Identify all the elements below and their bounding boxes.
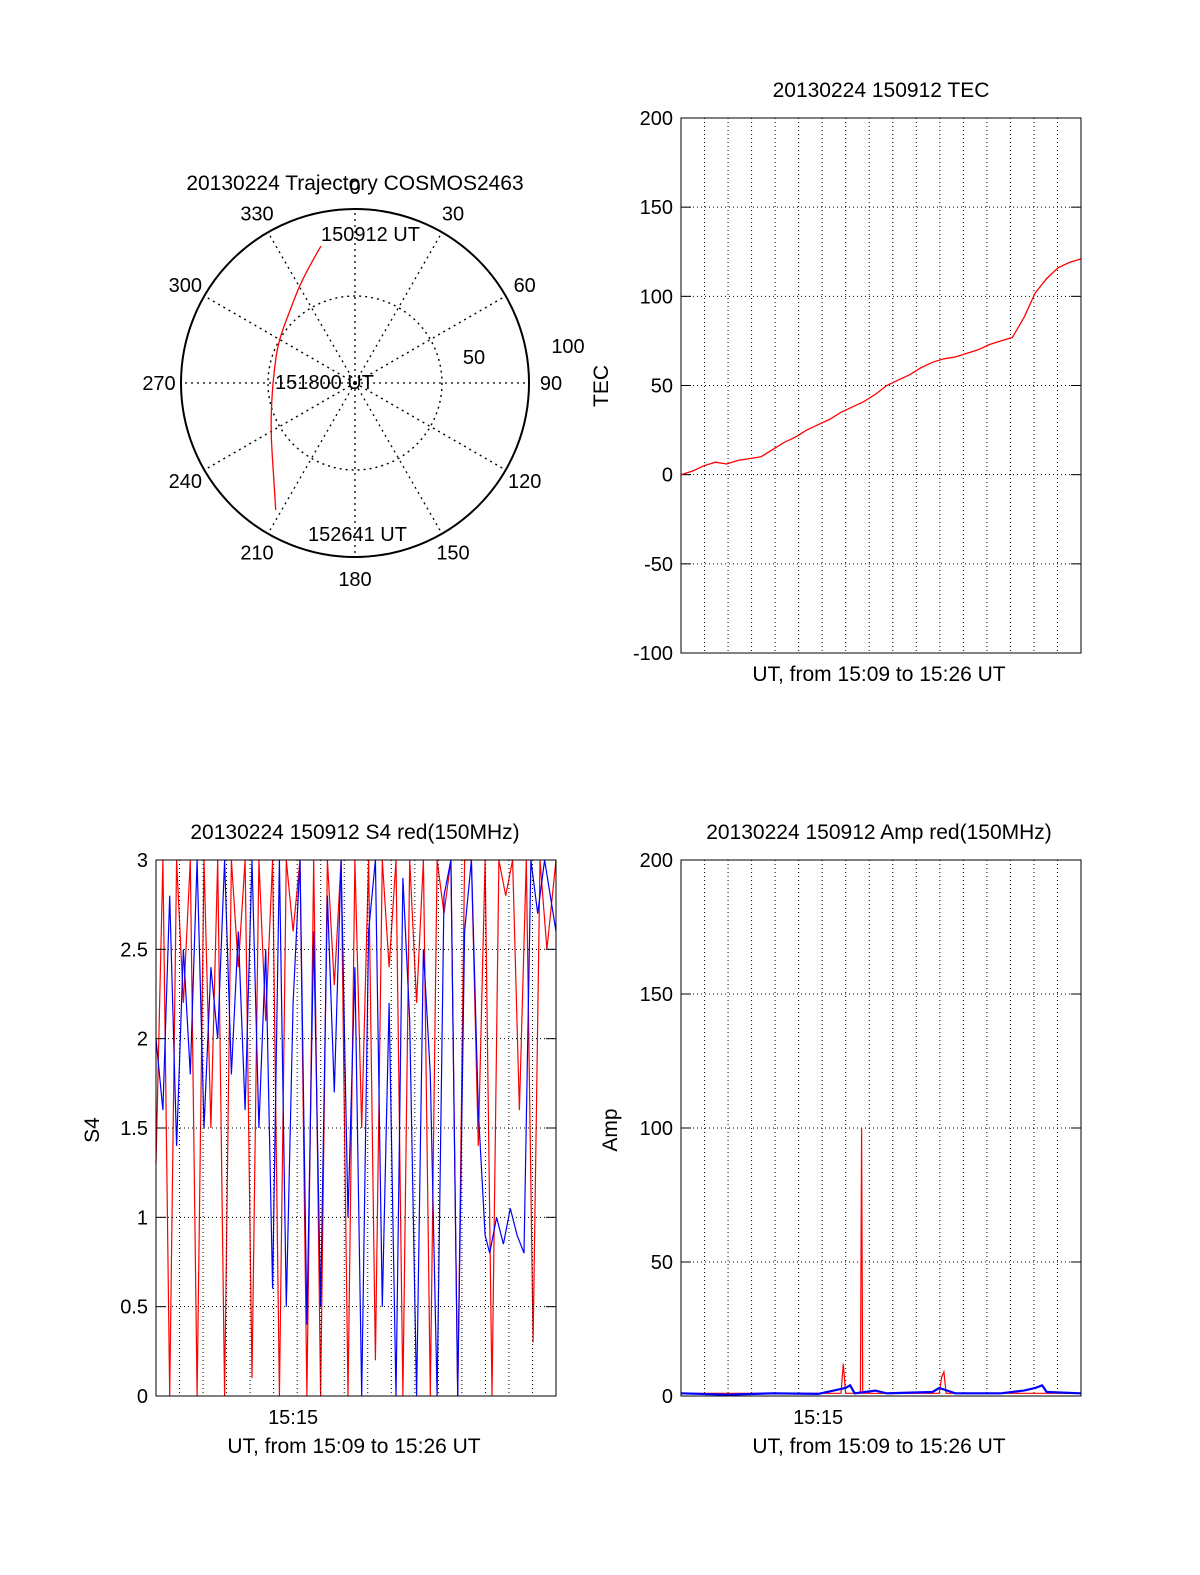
s4-ytick-label-3: 1.5 [120,1118,148,1140]
s4-x-tick-label: 15:15 [268,1407,318,1429]
polar-angle-label-330: 330 [240,203,273,225]
s4-ytick-label-6: 3 [137,850,148,872]
polar-grid-spoke-30 [354,231,443,384]
tec-title: 20130224 150912 TEC [773,79,990,102]
polar-angle-label-60: 60 [514,275,536,297]
amp-ytick-label-4: 200 [640,850,673,872]
tec-series-line [680,258,1082,476]
polar-grid-spoke-120 [354,382,507,471]
s4-title: 20130224 150912 S4 red(150MHz) [190,821,519,844]
amp-series [680,1127,1082,1396]
amp-y-label: Amp [599,1108,622,1151]
polar-outer-circle [180,208,530,558]
polar-grid-spoke-240 [203,382,356,471]
polar-grid-spoke-300 [203,295,356,384]
trajectory-start-label: 150912 UT [321,224,420,246]
s4-y-ticks: 0 0.5 1 1.5 2 2.5 3 [120,850,556,1408]
s4-ytick-label-2: 1 [137,1207,148,1229]
polar-angle-label-120: 120 [508,471,541,493]
polar-grid-circle-50 [267,295,443,471]
tec-ytick-label-2: 0 [662,465,673,487]
tec-y-label: TEC [590,365,613,407]
polar-angle-label-30: 30 [442,203,464,225]
amp-ytick-label-2: 100 [640,1118,673,1140]
tec-x-label: UT, from 15:09 to 15:26 UT [752,663,1005,686]
s4-ytick-label-4: 2 [137,1029,148,1051]
amp-ytick-label-1: 50 [651,1252,673,1274]
tec-ytick-label-6: 200 [640,108,673,130]
polar-grid-spoke-60 [354,295,507,384]
s4-grid [156,860,556,1396]
amp-series-line-blue [680,1383,1082,1396]
amp-series-line-red [681,1127,1081,1394]
s4-ytick-label-1: 0.5 [120,1297,148,1319]
tec-ytick-label-5: 150 [640,197,673,219]
polar-grid-spoke-150 [354,382,443,535]
amp-grid [681,860,1081,1396]
polar-title: 20130224 Trajectory COSMOS2463 [186,172,523,195]
polar-angle-label-210: 210 [240,543,273,565]
polar-angle-label-90: 90 [540,373,562,395]
amp-y-ticks: 0 50 100 150 200 [640,850,1081,1408]
s4-ytick-label-0: 0 [137,1386,148,1408]
polar-angle-label-180: 180 [338,569,371,591]
polar-angle-label-0: 0 [349,177,360,199]
trajectory-line [270,245,322,510]
tec-ytick-label-4: 100 [640,286,673,308]
s4-y-label: S4 [81,1117,104,1143]
s4-axes-frame [155,859,557,1397]
s4-ytick-label-5: 2.5 [120,939,148,961]
polar-angle-label-270: 270 [142,373,175,395]
polar-radial-tick-50: 50 [463,347,485,369]
tec-plot: 20130224 150912 TEC -100-50050100150200 … [590,79,1082,686]
polar-grid [181,209,529,557]
amp-x-tick-label: 15:15 [793,1407,843,1429]
tec-axes-frame [680,117,1082,654]
amp-ytick-label-0: 0 [662,1386,673,1408]
polar-angle-label-150: 150 [436,543,469,565]
polar-radial-tick-100: 100 [551,336,584,358]
s4-series-line-blue [155,859,557,1397]
amp-ytick-label-3: 150 [640,984,673,1006]
amp-plot: 20130224 150912 Amp red(150MHz) 0 50 100 15… [599,821,1082,1458]
trajectory-mid-label: 151800 UT [275,372,374,394]
amp-x-label: UT, from 15:09 to 15:26 UT [752,1435,1005,1458]
polar-angle-labels: 0 30 60 90 120 150 180 210 240 270 300 330 [142,177,562,591]
polar-angle-label-240: 240 [169,471,202,493]
s4-x-label: UT, from 15:09 to 15:26 UT [227,1435,480,1458]
polar-angle-label-300: 300 [169,275,202,297]
tec-ytick-label-3: 50 [651,376,673,398]
tec-y-ticks: -100 -50 0 50 100 150 200 [633,108,1081,665]
amp-title: 20130224 150912 Amp red(150MHz) [706,821,1052,844]
trajectory-polar-plot: 20130224 Trajectory COSMOS2463 0 30 60 90 12… [142,172,584,591]
tec-grid [681,118,1081,653]
tec-ytick-label-1: -50 [644,554,673,576]
amp-axes-frame [680,859,1082,1397]
polar-grid-spoke-210 [267,382,356,535]
tec-ytick-label-0: -100 [633,643,673,665]
polar-grid-spoke-330 [267,231,356,384]
s4-plot: 20130224 150912 S4 red(150MHz) 0 0.5 1 1.5 2… [81,821,557,1458]
trajectory-end-label: 152641 UT [308,524,407,546]
